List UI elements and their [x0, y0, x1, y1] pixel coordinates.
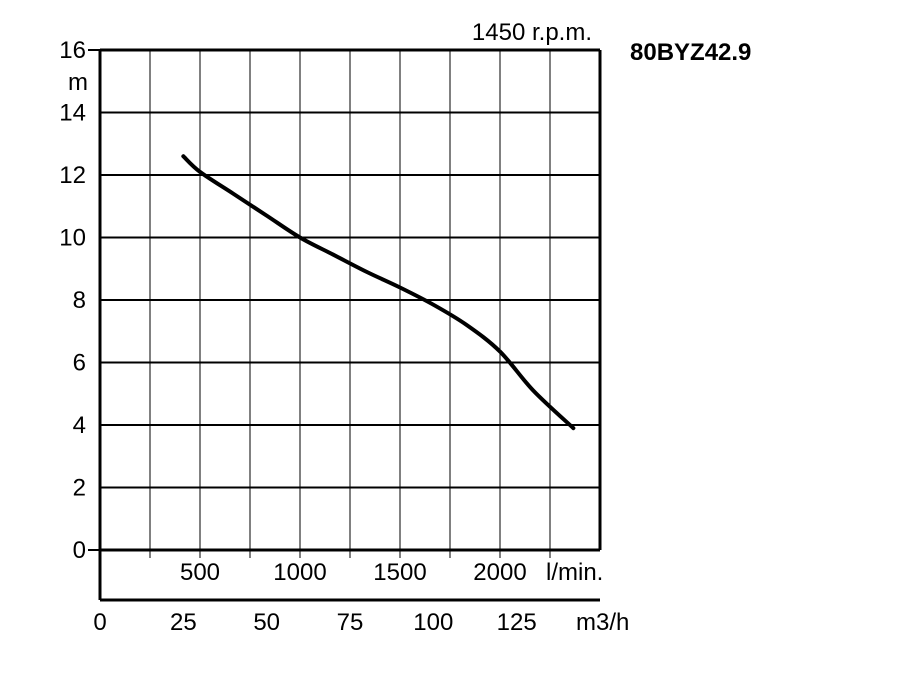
- x-lpm-tick-label: 500: [180, 559, 220, 586]
- y-tick-label: 2: [73, 475, 86, 502]
- model-title: 80BYZ42.9: [630, 39, 751, 66]
- x-m3h-tick-label: 125: [497, 609, 537, 636]
- x-m3h-tick-label: 50: [253, 609, 280, 636]
- y-tick-label: 14: [59, 100, 86, 127]
- y-tick-label: 4: [73, 412, 86, 439]
- x-m3h-unit-label: m3/h: [576, 609, 629, 636]
- speed-label: 1450 r.p.m.: [472, 19, 592, 46]
- y-axis-unit-label: m: [68, 69, 88, 96]
- x-lpm-tick-label: 2000: [473, 559, 526, 586]
- x-lpm-tick-labels: 500 1000 1500 2000: [180, 559, 527, 586]
- y-tick-label: 6: [73, 350, 86, 377]
- y-tick-label: 8: [73, 287, 86, 314]
- y-tick-label: 12: [59, 162, 86, 189]
- x-m3h-tick-label: 25: [170, 609, 197, 636]
- x-m3h-tick-label: 0: [93, 609, 106, 636]
- y-tick-labels: 0 2 4 6 8 10 12 14 16: [59, 37, 86, 564]
- x-m3h-tick-label: 75: [337, 609, 364, 636]
- x-lpm-tick-label: 1000: [273, 559, 326, 586]
- head-flow-curve: [181, 154, 576, 431]
- plot-frame: [88, 48, 602, 602]
- y-tick-label: 10: [59, 225, 86, 252]
- x-m3h-tick-label: 100: [413, 609, 453, 636]
- grid-lines: [100, 50, 600, 558]
- y-tick-label: 0: [73, 537, 86, 564]
- y-tick-label: 16: [59, 37, 86, 64]
- x-m3h-tick-labels: 0 25 50 75 100 125: [93, 609, 536, 636]
- x-lpm-unit-label: l/min.: [546, 559, 603, 586]
- x-lpm-tick-label: 1500: [373, 559, 426, 586]
